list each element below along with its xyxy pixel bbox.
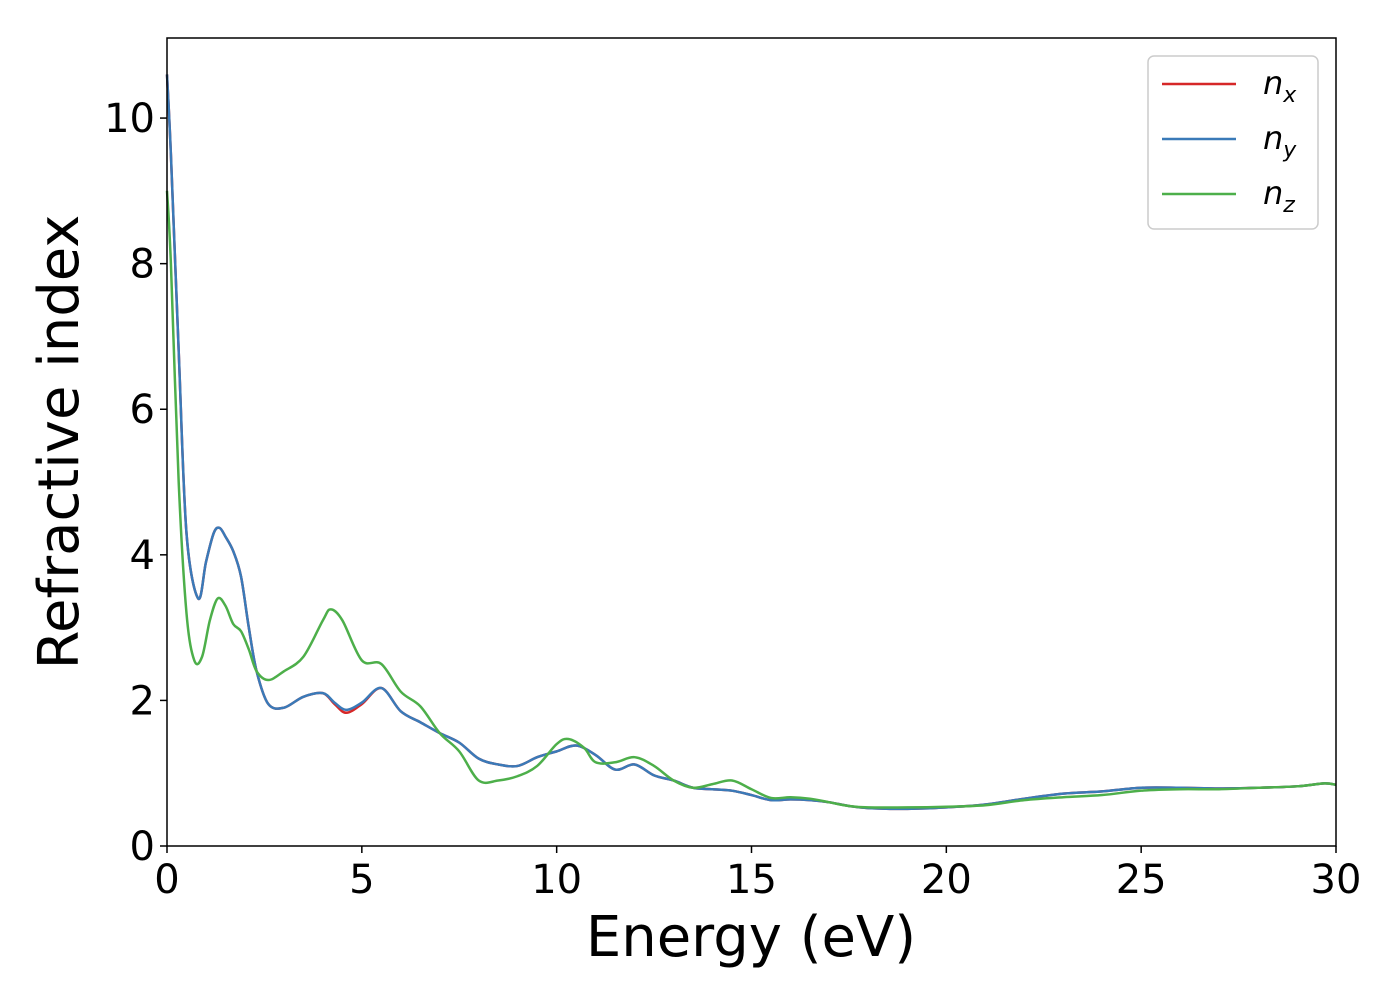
series-layer xyxy=(165,74,1337,811)
x-tick-label: 5 xyxy=(349,857,374,903)
y-tick-label: 2 xyxy=(130,678,155,724)
series-line-nz xyxy=(165,190,1337,809)
legend-label-nz: nz xyxy=(1263,174,1295,218)
x-tick-label: 0 xyxy=(154,857,179,903)
y-tick-label: 8 xyxy=(130,242,155,288)
y-tick-label: 6 xyxy=(130,387,155,433)
x-axis-label: Energy (eV) xyxy=(586,905,916,970)
y-tick-label: 10 xyxy=(104,96,155,142)
legend-label-ny: ny xyxy=(1263,119,1297,163)
y-tick-label: 4 xyxy=(130,533,155,579)
legend-box xyxy=(1147,55,1319,230)
x-tick-label: 20 xyxy=(921,857,972,903)
y-axis-label: Refractive index xyxy=(27,215,92,670)
y-ticks: 0 2 4 6 8 10 xyxy=(104,96,167,870)
plot-area xyxy=(167,38,1336,846)
y-tick-label: 0 xyxy=(130,824,155,870)
legend-label-nx: nx xyxy=(1263,64,1297,108)
x-tick-label: 30 xyxy=(1311,857,1362,903)
x-ticks: 0 5 10 15 20 25 30 xyxy=(154,846,1361,903)
x-tick-label: 25 xyxy=(1116,857,1167,903)
x-tick-label: 15 xyxy=(726,857,777,903)
legend: nx ny nz xyxy=(1147,55,1319,230)
x-tick-label: 10 xyxy=(531,857,582,903)
